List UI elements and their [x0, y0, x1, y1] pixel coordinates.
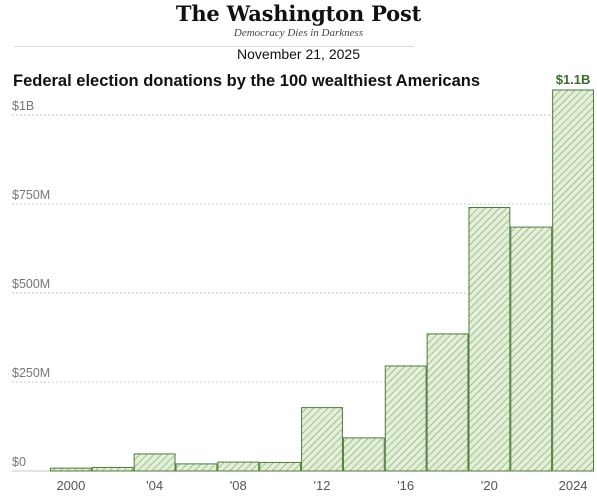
x-tick-label: '12 [314, 478, 331, 493]
x-tick-label: '16 [397, 478, 414, 493]
bar[interactable] [510, 226, 553, 472]
value-annotation: $1.1B [556, 72, 591, 87]
y-tick-label: $0 [12, 455, 26, 469]
y-tick-label: $500M [12, 277, 50, 291]
x-axis-labels: 2000 '04 '08 '12 '16 '20 2024 [56, 478, 587, 493]
bar[interactable] [384, 365, 427, 472]
newspaper-tagline: Democracy Dies in Darkness [233, 27, 364, 39]
bar[interactable] [91, 466, 134, 472]
bar[interactable] [552, 89, 595, 472]
header-divider [14, 46, 414, 47]
bar[interactable] [175, 463, 218, 472]
bar[interactable] [342, 437, 385, 472]
bar[interactable] [468, 207, 511, 472]
annotations: $1.1B [556, 72, 591, 87]
x-tick-label: '04 [146, 478, 163, 493]
y-tick-label: $1B [12, 99, 34, 113]
newspaper-logo[interactable]: The Washington Post [175, 1, 422, 26]
x-tick-label: '08 [230, 478, 247, 493]
bars [50, 89, 595, 472]
y-axis-labels: $0 $250M $500M $750M $1B [12, 99, 50, 469]
chart-title: Federal election donations by the 100 we… [13, 72, 481, 90]
y-tick-label: $250M [12, 366, 50, 380]
x-tick-label: 2024 [559, 478, 588, 493]
bar[interactable] [301, 407, 343, 472]
publication-date: November 21, 2025 [237, 46, 360, 62]
bar[interactable] [217, 461, 260, 472]
bar[interactable] [426, 333, 469, 472]
bar[interactable] [50, 467, 92, 472]
x-tick-label: '20 [481, 478, 498, 493]
bar[interactable] [133, 453, 176, 472]
bar[interactable] [259, 461, 302, 472]
x-tick-label: 2000 [56, 478, 85, 493]
y-tick-label: $750M [12, 188, 50, 202]
masthead: The Washington Post Democracy Dies in Da… [0, 0, 597, 48]
